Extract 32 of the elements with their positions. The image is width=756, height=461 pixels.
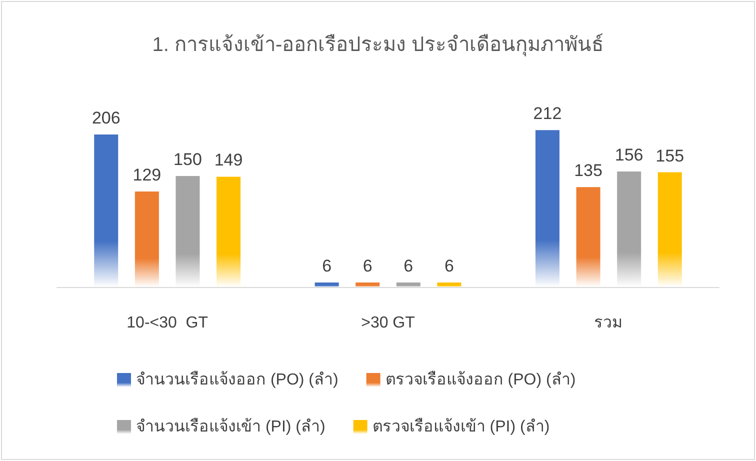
data-label: 6	[322, 256, 332, 276]
x-tick-label: >30 GT	[361, 314, 416, 332]
bar	[535, 130, 560, 287]
data-label: 135	[574, 161, 602, 180]
bar	[658, 172, 682, 287]
bar	[314, 282, 339, 287]
data-label: 6	[362, 256, 372, 276]
bar	[617, 172, 642, 287]
bar	[437, 282, 462, 287]
legend-label: ตรวจเรือแจ้งออก (PO) (ลำ)	[385, 370, 576, 388]
data-label: 129	[132, 166, 162, 185]
data-label: 155	[656, 146, 684, 166]
data-label: 6	[404, 256, 414, 276]
data-label: 212	[533, 104, 562, 124]
bar	[134, 192, 159, 287]
x-tick-label: 10-<30 GT	[126, 314, 208, 332]
legend-label: จำนวนเรือแจ้งออก (PO) (ลำ)	[136, 370, 338, 388]
data-label: 206	[92, 108, 120, 128]
bar	[216, 176, 241, 287]
data-label: 156	[614, 146, 644, 165]
bar	[356, 282, 380, 287]
bar	[576, 187, 600, 287]
data-label: 149	[214, 150, 243, 170]
x-tick-label: รวม	[594, 314, 624, 332]
bar	[94, 134, 118, 287]
legend-label: จำนวนเรือแจ้งเข้า (PI) (ลำ)	[136, 418, 326, 436]
chart-title: 1. การแจ้งเข้า-ออกเรือประมง ประจำเดือนกุมภาพันธ์	[152, 33, 604, 57]
data-label: 6	[444, 256, 454, 276]
legend-label: ตรวจเรือแจ้งเข้า (PI) (ลำ)	[372, 418, 550, 436]
bar	[396, 282, 420, 287]
bar	[176, 176, 200, 287]
data-label: 150	[174, 150, 202, 169]
